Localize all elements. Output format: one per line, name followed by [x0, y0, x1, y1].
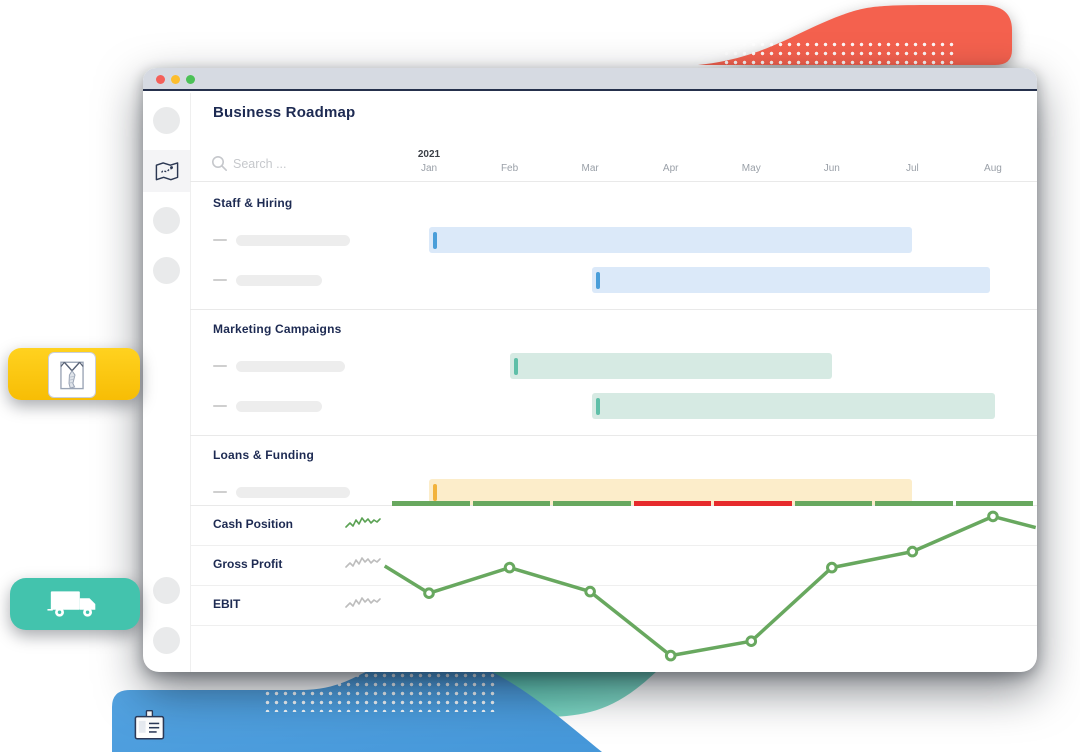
status-strip-segment	[633, 501, 712, 506]
section-title: Marketing Campaigns	[213, 322, 342, 336]
row-label-placeholder	[236, 274, 322, 286]
metric-divider	[190, 585, 1037, 586]
minimize-window-button[interactable]	[171, 75, 180, 84]
gantt-bar[interactable]	[591, 393, 995, 419]
timeline-year: 2021	[417, 149, 441, 160]
timeline-month-label: Aug	[984, 163, 1002, 174]
section-divider	[190, 435, 1037, 436]
gantt-bar[interactable]	[591, 267, 990, 293]
metric-sparkline-icon	[345, 594, 382, 616]
map-icon	[155, 161, 178, 180]
sidebar-item-avatar[interactable]	[153, 107, 180, 134]
truck-icon	[47, 591, 96, 617]
sidebar-item-avatar[interactable]	[153, 207, 180, 234]
id-card-icon	[134, 710, 165, 740]
row-handle	[213, 365, 227, 367]
status-strip-segment	[955, 501, 1034, 506]
section-title: Staff & Hiring	[213, 196, 293, 210]
status-strip-segment	[875, 501, 953, 506]
sidebar-item-roadmap[interactable]	[143, 150, 190, 192]
page-title: Business Roadmap	[213, 104, 356, 121]
row-label-placeholder	[236, 400, 322, 412]
search-icon	[212, 156, 227, 171]
sidebar-divider	[190, 93, 191, 672]
status-strip-segment	[553, 501, 631, 506]
shirt-icon-box	[48, 352, 96, 398]
gantt-bar[interactable]	[509, 353, 832, 379]
chart-data-point	[745, 635, 758, 647]
search-input[interactable]	[231, 152, 405, 176]
timeline-month-label: Apr	[662, 163, 679, 174]
gantt-bar-start-marker	[433, 483, 437, 501]
section-divider	[190, 309, 1037, 310]
row-label-placeholder	[236, 360, 345, 372]
gantt-bar[interactable]	[429, 227, 913, 253]
status-strip-segment	[714, 501, 792, 506]
status-strip-segment	[392, 501, 470, 506]
financial-trend-chart	[383, 510, 1037, 662]
staff-tag	[8, 348, 140, 400]
chart-data-point	[503, 561, 516, 574]
row-label-placeholder	[236, 234, 350, 246]
gantt-bar-start-marker	[595, 271, 600, 289]
metric-divider	[190, 545, 1037, 546]
row-handle	[213, 405, 227, 407]
timeline-month-label: Mar	[581, 163, 599, 174]
row-handle	[213, 279, 227, 281]
metric-row-label[interactable]: Gross Profit	[213, 557, 283, 571]
gantt-bar[interactable]	[429, 479, 913, 505]
chart-data-point	[584, 585, 596, 598]
logistics-tag	[10, 578, 140, 630]
status-strip-segment	[794, 501, 873, 506]
gantt-bar-start-marker	[433, 231, 437, 249]
status-strip-segment	[472, 501, 551, 506]
chart-data-point	[664, 649, 677, 662]
metric-divider	[190, 625, 1037, 626]
sidebar-item-avatar[interactable]	[153, 577, 180, 604]
timeline-month-label: Jun	[823, 163, 840, 174]
row-handle	[213, 491, 227, 493]
chart-data-point	[987, 510, 999, 523]
chart-data-point	[423, 587, 435, 599]
gantt-bar-start-marker	[513, 357, 518, 375]
close-window-button[interactable]	[156, 75, 165, 84]
chart-data-point	[826, 561, 838, 574]
section-title: Loans & Funding	[213, 448, 314, 462]
row-handle	[213, 239, 227, 241]
app-window: Business Roadmap 2021 Jan Feb Mar Apr May Jun…	[143, 68, 1037, 672]
timeline-month-label: Jan	[420, 163, 438, 174]
metric-sparkline-icon	[345, 514, 382, 536]
sidebar-item-avatar[interactable]	[153, 627, 180, 654]
row-label-placeholder	[236, 486, 350, 498]
sidebar-item-avatar[interactable]	[153, 257, 180, 284]
maximize-window-button[interactable]	[186, 75, 195, 84]
chart-data-point	[906, 545, 919, 558]
metric-sparkline-icon	[345, 554, 382, 576]
shirt-icon	[60, 361, 84, 390]
window-titlebar	[143, 68, 1037, 91]
gantt-bar-start-marker	[595, 397, 600, 415]
timeline-month-label: Feb	[500, 163, 519, 174]
section-divider	[190, 505, 1037, 506]
metric-row-label[interactable]: EBIT	[213, 597, 241, 611]
timeline-month-label: May	[741, 163, 761, 174]
metric-row-label[interactable]: Cash Position	[213, 517, 294, 531]
timeline-month-label: Jul	[905, 163, 919, 174]
toolbar-divider	[190, 181, 1037, 182]
